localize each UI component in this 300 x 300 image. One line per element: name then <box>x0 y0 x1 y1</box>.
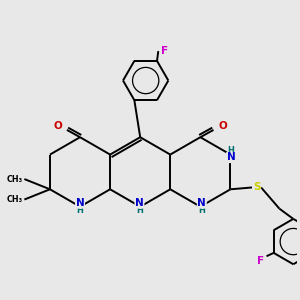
Text: O: O <box>219 121 227 130</box>
Text: CH₃: CH₃ <box>6 195 22 204</box>
Text: S: S <box>253 182 260 193</box>
Text: F: F <box>257 256 265 266</box>
Text: O: O <box>53 121 62 130</box>
Text: H: H <box>198 206 205 215</box>
Text: N: N <box>227 152 236 163</box>
Text: CH₃: CH₃ <box>6 175 22 184</box>
Text: H: H <box>76 206 83 215</box>
Text: N: N <box>135 198 144 208</box>
Text: F: F <box>161 46 168 56</box>
Text: H: H <box>136 206 143 215</box>
Text: N: N <box>76 198 84 208</box>
Text: N: N <box>197 198 206 208</box>
Text: H: H <box>228 146 235 155</box>
